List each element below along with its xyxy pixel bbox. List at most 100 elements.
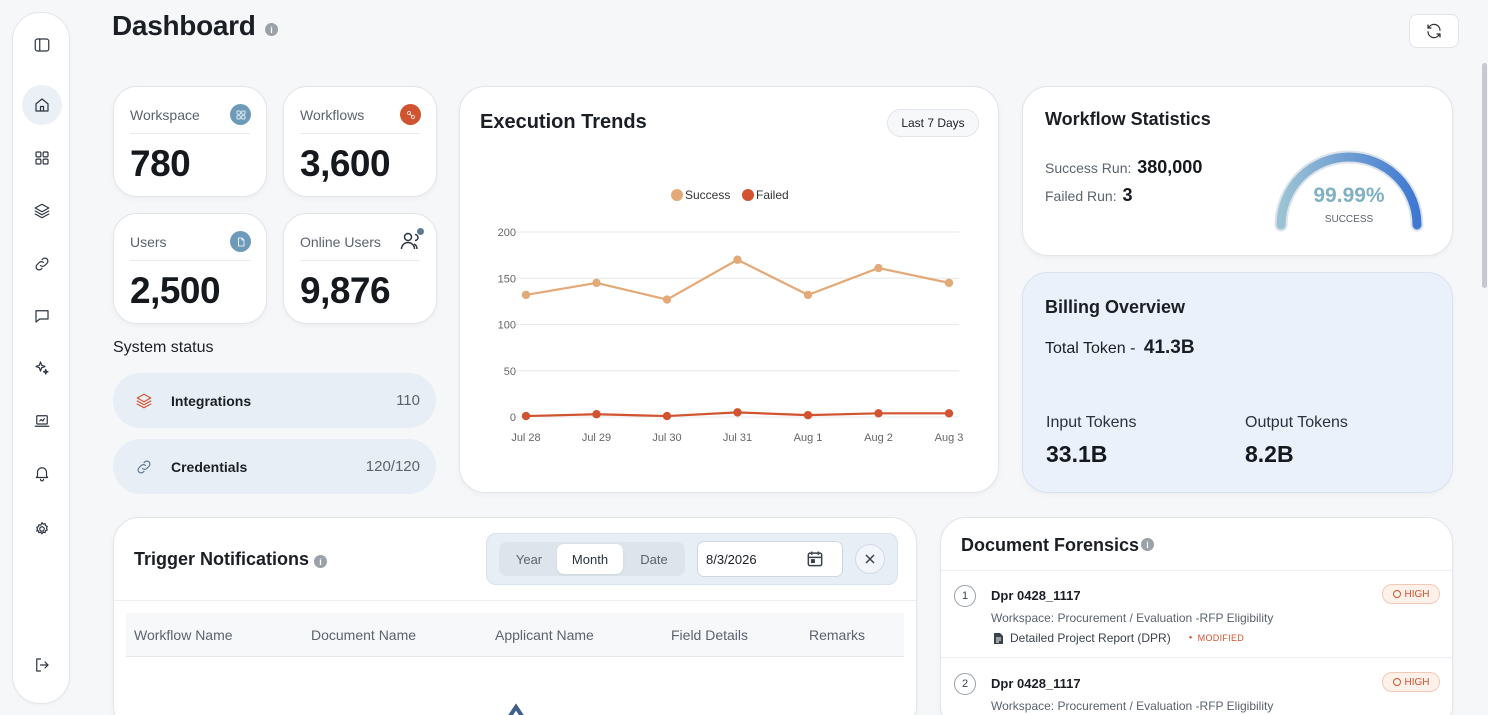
item-workspace: Workspace: Procurement / Evaluation -RFP…: [991, 611, 1274, 625]
credentials-row[interactable]: Credentials 120/120: [113, 439, 436, 494]
calendar-icon[interactable]: [805, 549, 825, 569]
divider: [300, 133, 420, 134]
file-icon: [994, 632, 1003, 644]
severity-badge: HIGH: [1382, 672, 1440, 692]
logout-icon[interactable]: [22, 645, 62, 685]
data-point: [592, 410, 601, 419]
apps-icon[interactable]: [22, 138, 62, 178]
scrollbar-thumb[interactable]: [1482, 63, 1487, 288]
success-value: 380,000: [1137, 157, 1203, 177]
failed-value: 3: [1122, 185, 1133, 205]
data-point: [521, 290, 531, 300]
stat-value: 9,876: [300, 270, 391, 311]
chat-icon[interactable]: [22, 296, 62, 336]
legend-label: Failed: [756, 188, 789, 202]
stat-label: Workspace: [130, 107, 200, 123]
output-tokens-label: Output Tokens: [1245, 414, 1348, 431]
data-point: [733, 255, 742, 264]
layers-icon: [136, 393, 152, 408]
close-icon: [865, 554, 875, 564]
integrations-row[interactable]: Integrations 110: [113, 373, 436, 428]
success-label: Success Run:: [1045, 160, 1132, 176]
home-icon[interactable]: [22, 85, 62, 125]
item-document: Detailed Project Report (DPR) MODIFIED: [993, 631, 1244, 645]
legend-marker: [742, 189, 754, 201]
period-segmented-control: Year Month Date: [499, 542, 685, 576]
item-name: Dpr 0428_1117: [991, 676, 1081, 691]
forensics-item[interactable]: 2 Dpr 0428_1117 HIGH Workspace: Procurem…: [941, 659, 1452, 715]
data-point: [874, 263, 883, 273]
column-header[interactable]: Field Details: [671, 627, 749, 643]
sidebar: [12, 12, 70, 704]
link-icon: [137, 460, 151, 473]
x-tick-label: Aug 1: [794, 432, 823, 444]
divider: [130, 133, 250, 134]
data-point: [803, 410, 813, 420]
x-tick-label: Jul 31: [723, 432, 752, 444]
series-line: [525, 258, 950, 301]
y-tick-label: 50: [504, 366, 516, 378]
sidebar-toggle-icon[interactable]: [22, 25, 62, 65]
data-point: [662, 411, 672, 421]
stat-label: Users: [130, 234, 167, 250]
refresh-button[interactable]: [1409, 14, 1459, 48]
trend-chart: 0 50 100 150 200 Jul 28 Jul 29 Jul 30 Jul 31 Aug …: [498, 188, 964, 444]
data-point: [874, 409, 883, 418]
y-tick-label: 100: [498, 320, 516, 332]
trigger-notifications-panel: Trigger Notifications i Year Month Date …: [113, 517, 917, 715]
forensics-item[interactable]: 1 Dpr 0428_1117 HIGH Workspace: Procurem…: [941, 571, 1452, 658]
refresh-icon: [1427, 23, 1441, 39]
date-filter: Year Month Date: [486, 533, 898, 585]
divider: [114, 600, 916, 601]
grid-icon: [230, 104, 251, 125]
legend-label: Success: [685, 188, 730, 202]
info-icon[interactable]: i: [1141, 538, 1154, 551]
layers-icon[interactable]: [22, 191, 62, 231]
severity-badge: HIGH: [1382, 584, 1440, 604]
link-icon[interactable]: [22, 244, 62, 284]
clear-button[interactable]: [855, 544, 885, 574]
monitor-icon[interactable]: [22, 401, 62, 441]
stat-value: 3,600: [300, 143, 391, 184]
y-tick-label: 200: [498, 227, 516, 239]
panel-title: Document Forensics: [961, 535, 1140, 555]
info-icon[interactable]: i: [314, 555, 327, 568]
system-status-title: System status: [113, 339, 214, 356]
column-header[interactable]: Remarks: [809, 627, 866, 643]
online-users-card[interactable]: Online Users 9,876: [283, 213, 437, 324]
data-point: [521, 411, 531, 421]
x-tick-label: Jul 30: [652, 432, 681, 444]
total-value: 41.3B: [1143, 337, 1195, 358]
input-tokens-label: Input Tokens: [1046, 414, 1137, 431]
status-label: MODIFIED: [1189, 633, 1244, 643]
segment-month[interactable]: Month: [557, 544, 623, 574]
x-tick-label: Jul 28: [511, 432, 540, 444]
info-icon[interactable]: i: [265, 23, 278, 36]
settings-icon[interactable]: [22, 509, 62, 549]
data-point: [803, 290, 813, 300]
total-label: Total Token -: [1045, 340, 1136, 357]
data-point: [733, 408, 742, 417]
column-header[interactable]: Document Name: [311, 627, 417, 643]
segment-date[interactable]: Date: [640, 551, 668, 567]
bell-icon[interactable]: [22, 453, 62, 493]
segment-year[interactable]: Year: [515, 551, 543, 567]
date-input[interactable]: [697, 541, 843, 577]
range-selector[interactable]: Last 7 Days: [887, 109, 979, 137]
stat-label: Online Users: [300, 234, 381, 250]
column-header[interactable]: Workflow Name: [134, 627, 233, 643]
stat-value: 780: [130, 143, 191, 184]
workflows-card[interactable]: Workflows 3,600: [283, 86, 437, 197]
sparkles-icon[interactable]: [22, 348, 62, 388]
column-header[interactable]: Applicant Name: [495, 627, 594, 643]
panel-title: Workflow Statistics: [1045, 109, 1211, 129]
data-point: [592, 278, 601, 288]
execution-trends-panel: Execution Trends Last 7 Days 0 50 100 150 20…: [459, 86, 999, 493]
table-header: Workflow Name Document Name Applicant Na…: [126, 613, 904, 657]
users-card[interactable]: Users 2,500: [113, 213, 267, 324]
data-point: [944, 409, 954, 418]
document-icon: [230, 231, 251, 252]
item-name: Dpr 0428_1117: [991, 588, 1081, 603]
workspace-card[interactable]: Workspace 780: [113, 86, 267, 197]
divider: [300, 260, 420, 261]
